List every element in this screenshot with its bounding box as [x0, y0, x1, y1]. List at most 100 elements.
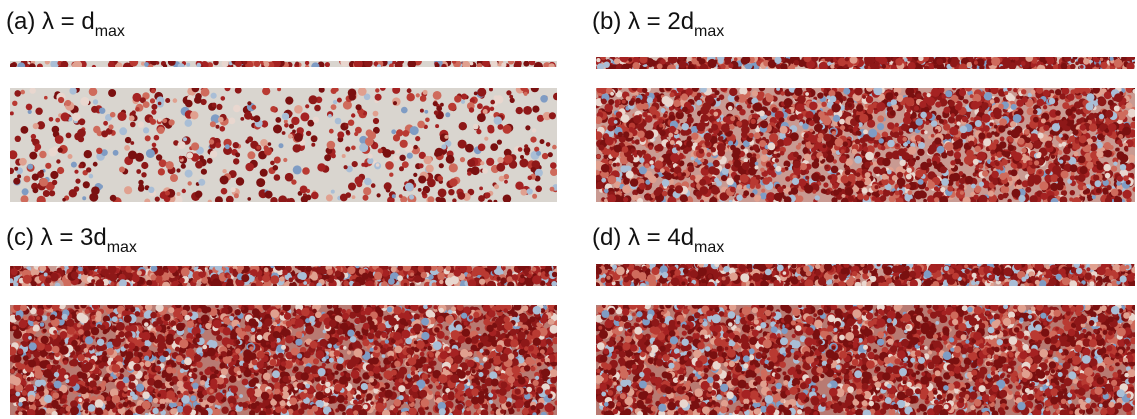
particle — [633, 115, 641, 123]
particle — [113, 150, 119, 156]
particle — [1041, 193, 1048, 200]
particle — [273, 165, 279, 171]
particle — [750, 110, 754, 114]
particle — [895, 58, 903, 66]
particle — [908, 63, 914, 69]
particle — [793, 152, 799, 158]
particle — [900, 160, 906, 166]
particle — [494, 116, 502, 124]
particle — [44, 96, 48, 100]
particle — [523, 106, 532, 115]
particle — [400, 140, 408, 148]
particle — [1033, 140, 1042, 149]
particle — [963, 99, 967, 103]
panel-label: (d) λ = 4dmax — [592, 224, 724, 256]
particle — [750, 184, 755, 189]
particle — [482, 59, 490, 67]
particle — [414, 145, 418, 149]
particle — [866, 96, 873, 103]
particle — [984, 92, 992, 100]
particle — [877, 115, 884, 122]
particle — [225, 144, 230, 149]
particle — [1021, 61, 1026, 66]
particle — [151, 110, 156, 115]
particle — [931, 120, 938, 127]
particle — [835, 138, 844, 147]
particle — [642, 112, 647, 117]
particle — [1128, 109, 1137, 118]
particle — [831, 197, 837, 203]
particle — [635, 139, 640, 144]
particle — [865, 172, 871, 178]
particle — [945, 90, 952, 97]
particle — [306, 131, 311, 136]
particle — [652, 157, 656, 161]
particle — [1021, 89, 1026, 94]
particle — [55, 135, 64, 144]
particle — [620, 165, 627, 172]
particle — [158, 168, 165, 175]
particle — [311, 62, 319, 70]
particle — [849, 129, 853, 133]
particle — [130, 122, 136, 128]
particle — [708, 166, 716, 174]
particle — [151, 89, 156, 94]
particle — [277, 87, 281, 91]
particle — [146, 149, 155, 158]
particle — [186, 63, 190, 67]
particle — [662, 191, 668, 197]
particle — [804, 154, 811, 161]
particle — [983, 125, 990, 132]
particle — [779, 117, 785, 123]
particle — [82, 196, 86, 200]
particle — [682, 107, 688, 113]
particle — [595, 175, 601, 181]
particle — [1074, 88, 1080, 94]
particle — [531, 84, 539, 92]
particle — [1132, 89, 1137, 94]
particle — [614, 145, 622, 153]
particle — [873, 167, 881, 175]
particle — [309, 95, 318, 104]
particle — [1123, 110, 1128, 115]
particle — [210, 121, 216, 127]
particles — [6, 262, 560, 291]
particle — [1117, 139, 1122, 144]
particle — [1075, 61, 1079, 65]
particle — [965, 84, 972, 91]
particle — [289, 282, 297, 290]
particle — [1051, 155, 1055, 159]
particle — [497, 157, 503, 163]
particle — [129, 115, 135, 121]
particle — [461, 94, 467, 100]
particle — [268, 142, 272, 146]
particle — [885, 92, 893, 100]
particle — [595, 116, 603, 124]
particle — [608, 175, 617, 184]
particle — [669, 114, 676, 121]
particle — [907, 57, 912, 62]
particle — [747, 104, 752, 109]
particle — [418, 176, 426, 184]
particle — [1083, 58, 1089, 64]
particle — [786, 109, 791, 114]
particle — [704, 133, 712, 141]
particle — [1012, 164, 1017, 169]
particle — [490, 112, 494, 116]
particle — [1022, 97, 1028, 103]
particle — [947, 186, 953, 192]
particle — [877, 123, 884, 130]
particle — [732, 148, 740, 156]
particle — [905, 184, 910, 189]
particle — [329, 129, 334, 134]
particle — [45, 163, 51, 169]
particle — [635, 98, 641, 104]
particle — [662, 179, 670, 187]
particle — [177, 192, 181, 196]
particle — [278, 195, 287, 204]
particle — [396, 129, 403, 136]
particle — [856, 172, 861, 177]
particle — [809, 120, 815, 126]
particle — [540, 139, 545, 144]
particle — [739, 109, 745, 115]
